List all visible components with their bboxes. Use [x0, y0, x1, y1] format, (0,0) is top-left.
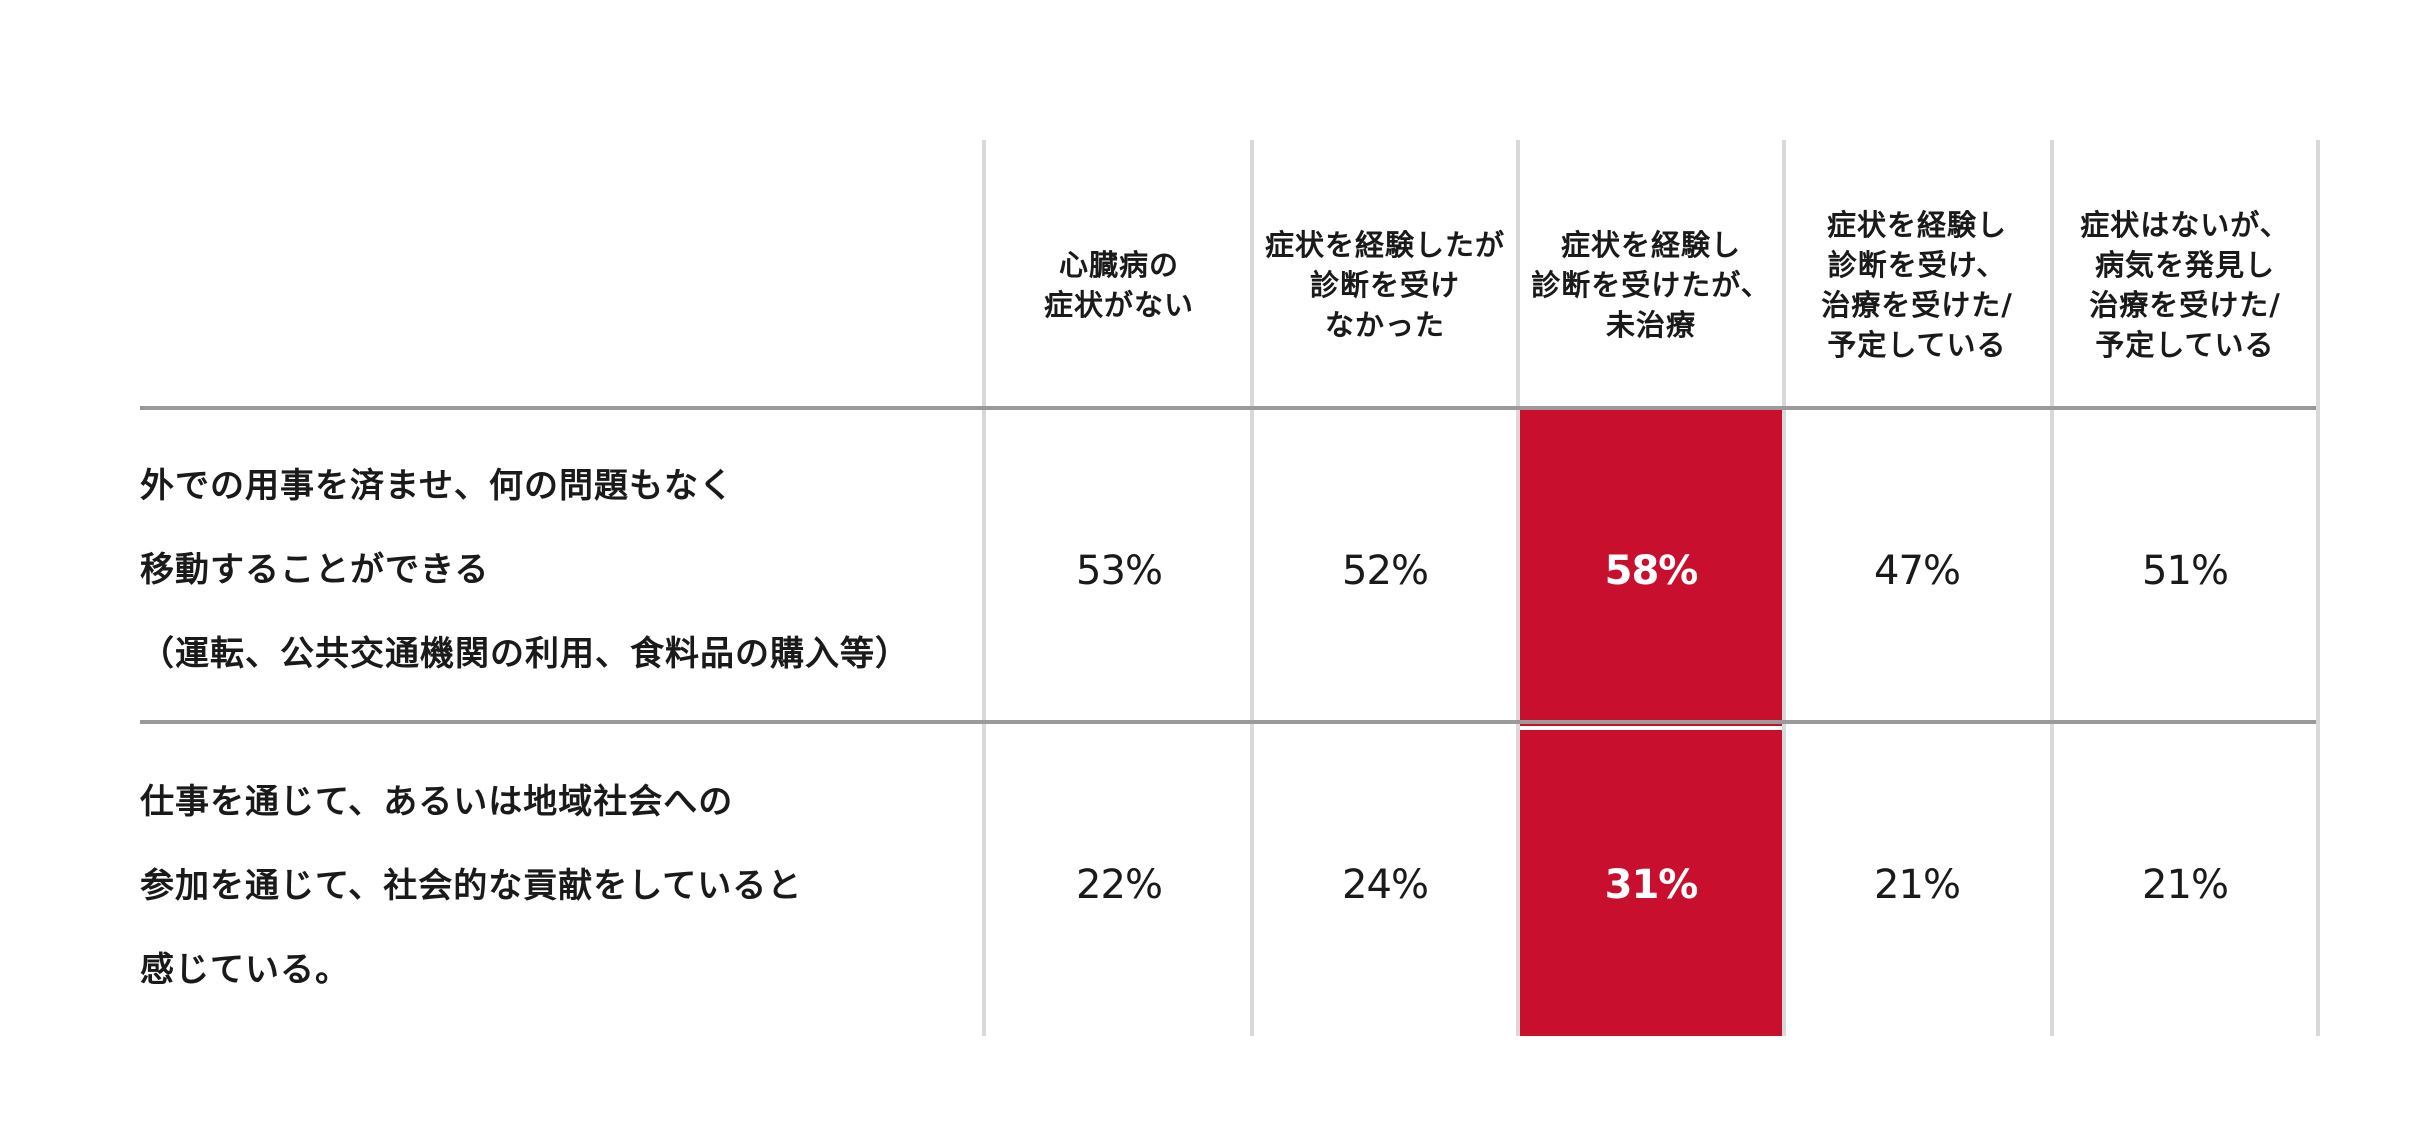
column-divider-4: [1782, 140, 1786, 1036]
column-header-line: 診断を受けたが、: [1531, 268, 1771, 302]
cell-row1-col3-highlighted: 58%: [1604, 548, 1699, 594]
cell-row2-col4: 21%: [1874, 862, 1961, 908]
column-header-diagnosed-treated: 症状を経験し 診断を受け、 治療を受けた/ 予定している: [1786, 200, 2048, 370]
cell-row1-col4: 47%: [1874, 548, 1961, 594]
cell-row2-col1: 22%: [1076, 862, 1163, 908]
cell-row2-col3-highlighted: 31%: [1604, 862, 1699, 908]
column-header-line: 予定している: [1827, 328, 2007, 362]
column-divider-5: [2050, 140, 2054, 1036]
column-header-line: 未治療: [1605, 308, 1696, 342]
cell-row1-col2: 52%: [1342, 548, 1429, 594]
row-label-line: 外での用事を済ませ、何の問題もなく: [140, 466, 734, 506]
column-header-line: 症状を経験し: [1560, 228, 1741, 262]
highlight-cell-row-1: [1520, 410, 1782, 726]
row-divider-rule: [140, 720, 2316, 724]
column-header-line: 治療を受けた/: [2089, 288, 2281, 322]
cell-row1-col5: 51%: [2142, 548, 2229, 594]
row-label-line: 参加を通じて、社会的な貢献をしていると: [140, 866, 803, 906]
column-header-line: 予定している: [2095, 328, 2275, 362]
column-header-line: 症状を経験し: [1826, 208, 2007, 242]
row-label-social-contribution: 仕事を通じて、あるいは地域社会への 参加を通じて、社会的な貢献をしていると 感じ…: [140, 760, 960, 1012]
column-header-line: 治療を受けた/: [1821, 288, 2013, 322]
column-header-line: 症状がない: [1043, 288, 1194, 322]
column-divider-3: [1516, 140, 1520, 1036]
column-header-diagnosed-untreated: 症状を経験し 診断を受けたが、 未治療: [1520, 200, 1782, 370]
column-header-no-symptoms-found-treated: 症状はないが、 病気を発見し 治療を受けた/ 予定している: [2054, 200, 2316, 370]
row-label-line: （運転、公共交通機関の利用、食料品の購入等）: [140, 634, 910, 674]
cell-row2-col5: 21%: [2142, 862, 2229, 908]
column-header-line: 心臓病の: [1058, 248, 1179, 282]
cell-row1-col1: 53%: [1076, 548, 1163, 594]
column-header-line: 症状を経験したが: [1264, 228, 1505, 262]
column-header-line: 診断を受け、: [1827, 248, 2007, 282]
column-divider-6: [2316, 140, 2320, 1036]
row-label-mobility: 外での用事を済ませ、何の問題もなく 移動することができる （運転、公共交通機関の…: [140, 444, 960, 696]
header-row-rule: [140, 406, 2316, 410]
cell-row2-col2: 24%: [1342, 862, 1429, 908]
column-header-line: 症状はないが、: [2080, 208, 2290, 242]
column-divider-1: [982, 140, 986, 1036]
column-divider-2: [1250, 140, 1254, 1036]
column-header-symptoms-not-diagnosed: 症状を経験したが 診断を受け なかった: [1254, 200, 1516, 370]
row-label-line: 感じている。: [140, 950, 350, 990]
row-label-line: 移動することができる: [140, 550, 490, 590]
column-header-line: 診断を受け: [1309, 268, 1460, 302]
highlight-cell-row-2: [1520, 730, 1782, 1036]
column-header-line: 病気を発見し: [2094, 248, 2275, 282]
row-label-line: 仕事を通じて、あるいは地域社会への: [140, 782, 734, 822]
column-header-line: なかった: [1324, 308, 1445, 342]
column-header-no-symptoms: 心臓病の 症状がない: [988, 200, 1250, 370]
